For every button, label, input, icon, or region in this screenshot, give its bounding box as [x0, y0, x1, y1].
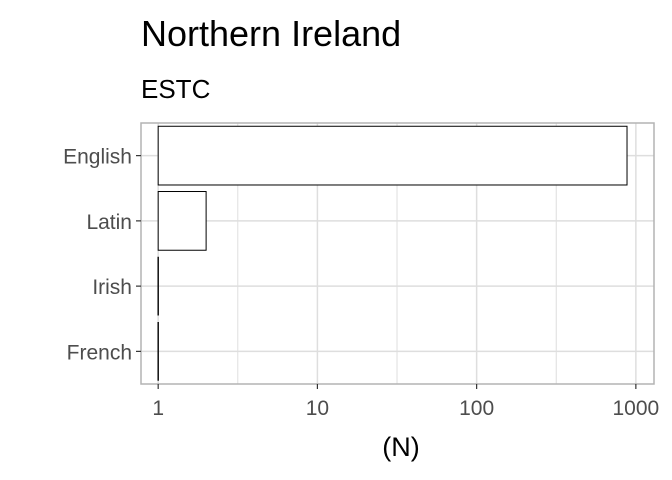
chart-subtitle: ESTC	[141, 74, 210, 104]
y-tick-label-english: English	[63, 146, 132, 169]
panel-border	[140, 122, 655, 385]
y-tick-label-irish: Irish	[92, 276, 132, 299]
x-tick-label: 100	[459, 397, 494, 420]
chart-title: Northern Ireland	[141, 13, 401, 54]
x-tick-label: 1	[152, 397, 164, 420]
x-tick-label: 1000	[612, 397, 659, 420]
y-axis-ticks: English Latin Irish French	[63, 146, 141, 364]
x-axis-ticks: 1 10 100 1000	[152, 384, 659, 420]
x-axis-label: (N)	[382, 432, 419, 462]
bar-latin	[157, 191, 207, 251]
bar-english	[157, 125, 628, 186]
x-tick-label: 10	[306, 397, 329, 420]
y-tick-label-latin: Latin	[86, 211, 132, 234]
bars	[157, 125, 628, 381]
y-tick-label-french: French	[67, 341, 132, 364]
